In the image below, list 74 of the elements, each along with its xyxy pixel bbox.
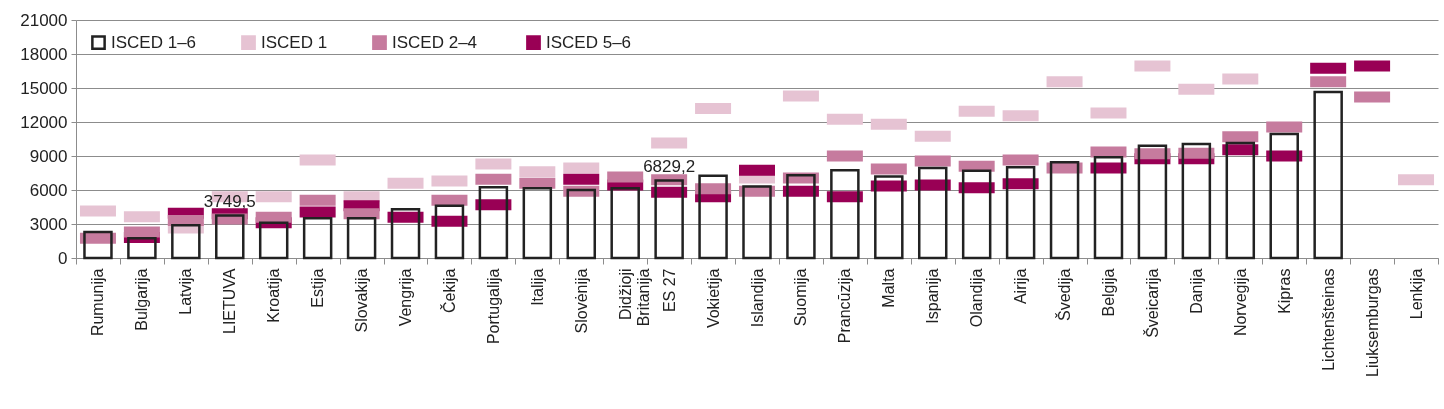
bar xyxy=(1313,90,1343,260)
x-tick-label: Italija xyxy=(528,268,546,306)
x-tick-label: Vokietija xyxy=(704,268,722,329)
x-tick-label: Didžioji Britanija xyxy=(616,268,652,327)
bar xyxy=(258,221,289,260)
bar xyxy=(171,223,201,260)
y-tick-label: 12000 xyxy=(20,112,68,132)
y-tick-label: 6000 xyxy=(29,180,68,200)
x-tick-label: Prancūzija xyxy=(836,268,854,344)
x-tick-label: Latvija xyxy=(177,268,195,315)
x-tick-label: Švedija xyxy=(1055,268,1074,321)
y-tick-label: 15000 xyxy=(20,78,68,98)
bar xyxy=(215,214,245,260)
legend-label: ISCED 2–4 xyxy=(392,32,478,52)
bar xyxy=(1181,142,1212,260)
x-tick-label: Šveicarija xyxy=(1142,268,1161,338)
bar xyxy=(1093,155,1124,260)
bar xyxy=(1269,132,1299,260)
bar xyxy=(566,188,597,260)
bar xyxy=(1005,166,1036,260)
x-tick-label: Lichtenšteinas xyxy=(1319,268,1337,371)
x-tick-label: Slovakija xyxy=(353,268,371,333)
x-tick-label: Airija xyxy=(1012,268,1030,305)
x-tick-label: Kipras xyxy=(1275,268,1293,314)
data-label: 3749,5 xyxy=(203,191,256,211)
bar xyxy=(522,187,553,260)
legend-label: ISCED 1–6 xyxy=(111,32,197,52)
bar xyxy=(1137,144,1168,260)
x-tick-label: Malta xyxy=(880,268,898,308)
x-tick-label: Estija xyxy=(309,268,327,308)
x-tick-label: Portugalija xyxy=(484,268,502,345)
y-tick-label: 0 xyxy=(58,248,68,268)
bar xyxy=(127,236,157,260)
bar xyxy=(698,174,728,260)
legend-label: ISCED 5–6 xyxy=(546,32,632,52)
bar xyxy=(302,217,333,260)
x-tick-label: Lenkija xyxy=(1407,268,1425,320)
x-tick-label: Suomija xyxy=(792,268,810,327)
y-tick-label: 3000 xyxy=(29,214,68,234)
x-tick-label: Danija xyxy=(1187,268,1205,314)
data-label: 6829,2 xyxy=(643,156,696,176)
bar xyxy=(786,174,816,260)
bar xyxy=(654,179,684,260)
x-tick-label: Belgija xyxy=(1099,268,1117,317)
legend-label: ISCED 1 xyxy=(261,32,328,52)
bar xyxy=(917,166,948,260)
bar xyxy=(961,169,992,260)
x-tick-label: Islandija xyxy=(748,268,766,328)
y-tick-label: 18000 xyxy=(20,44,68,64)
bar xyxy=(83,230,113,260)
x-tick-label: Čekija xyxy=(439,268,458,313)
x-tick-label: Rumunija xyxy=(89,268,107,337)
bar xyxy=(1225,141,1256,260)
bar xyxy=(742,185,772,260)
bar xyxy=(610,187,640,260)
y-tick-label: 9000 xyxy=(29,146,68,166)
bar xyxy=(874,175,904,260)
x-tick-label: Olandija xyxy=(968,268,986,328)
bar xyxy=(830,168,860,260)
bar xyxy=(1049,160,1080,260)
x-tick-label: Vengrija xyxy=(397,268,415,327)
x-tick-label: Kroatija xyxy=(265,268,283,323)
x-tick-label: Liuksemburgas xyxy=(1363,268,1381,377)
bar xyxy=(434,204,465,260)
y-tick-label: 21000 xyxy=(20,10,68,30)
x-tick-label: Norvegija xyxy=(1231,268,1249,337)
x-tick-label: Slovėnija xyxy=(572,268,590,334)
bar xyxy=(390,208,421,260)
x-tick-label: Bulgarija xyxy=(133,268,151,331)
bar xyxy=(346,217,377,260)
x-tick-label: ES 27 xyxy=(660,268,678,313)
x-tick-label: LIETUVA xyxy=(221,268,239,334)
x-tick-label: Ispanija xyxy=(924,268,942,324)
bar xyxy=(478,185,509,260)
